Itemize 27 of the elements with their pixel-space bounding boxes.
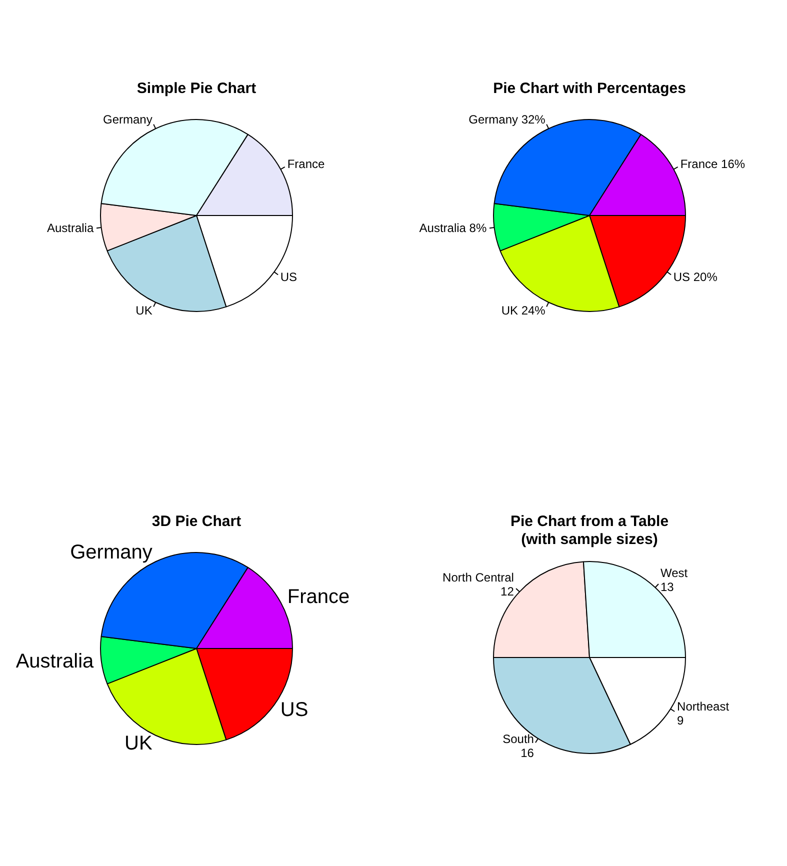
slice-label: France [287, 586, 350, 608]
chart-title: Pie Chart with Percentages [493, 80, 686, 98]
chart-title: Pie Chart from a Table (with sample sizes) [510, 513, 669, 548]
chart-title: 3D Pie Chart [152, 513, 242, 530]
data-label: 16 [520, 746, 534, 760]
slice-label: UK 24% [501, 303, 546, 318]
slice-label: Germany 32% [468, 112, 546, 126]
slice-label: US 20% [673, 270, 718, 284]
slice-label: UK [136, 303, 152, 318]
slice-label: UK [124, 732, 153, 755]
slice-label: West [660, 566, 688, 580]
slice-label: Northeast [677, 699, 730, 714]
slice-label: North Central [442, 570, 514, 585]
slice-label: US [280, 270, 298, 284]
slice-label: US [280, 699, 308, 722]
slice-label: South [502, 732, 534, 746]
chart-title: Simple Pie Chart [136, 80, 256, 98]
slice-label: Germany [102, 112, 152, 126]
data-label: 12 [500, 584, 514, 599]
data-label: 13 [660, 580, 674, 594]
slice-label: France 16% [680, 156, 746, 171]
slice-label: Australia [46, 221, 94, 236]
slice-label: Australia [16, 650, 95, 672]
data-label: 9 [677, 713, 684, 728]
slice-label: Australia 8% [419, 221, 487, 236]
slice-label: France [287, 156, 326, 171]
slice-label: Germany [70, 541, 152, 564]
